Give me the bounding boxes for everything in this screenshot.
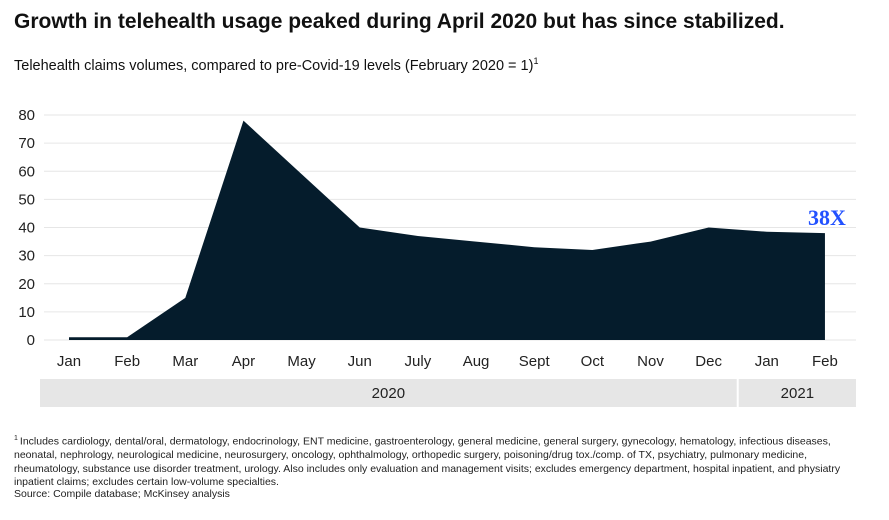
y-tick-label: 30 bbox=[18, 248, 35, 265]
x-tick-label: Nov bbox=[637, 353, 664, 370]
y-axis-ticks: 0 10 20 30 40 50 60 70 80 bbox=[18, 107, 35, 349]
year-band bbox=[738, 379, 856, 407]
x-tick-label: Apr bbox=[232, 353, 255, 370]
year-band bbox=[40, 379, 737, 407]
x-tick-label: Sept bbox=[519, 353, 551, 370]
telehealth-area bbox=[69, 120, 825, 340]
annotation-label: 38X bbox=[808, 205, 846, 230]
y-tick-label: 60 bbox=[18, 163, 35, 180]
subtitle-text: Telehealth claims volumes, compared to p… bbox=[14, 57, 534, 74]
chart-title: Growth in telehealth usage peaked during… bbox=[14, 10, 785, 33]
x-tick-label: May bbox=[287, 353, 316, 370]
footnote-mark: 1 bbox=[14, 435, 18, 442]
x-tick-label: Mar bbox=[172, 353, 198, 370]
y-tick-label: 10 bbox=[18, 304, 35, 321]
year-label: 2021 bbox=[781, 385, 814, 402]
year-bands: 2020 2021 bbox=[40, 379, 856, 407]
y-tick-label: 0 bbox=[27, 332, 35, 349]
source-note: Source: Compile database; McKinsey analy… bbox=[14, 488, 230, 500]
x-tick-label: Jan bbox=[755, 353, 779, 370]
x-tick-label: Oct bbox=[581, 353, 605, 370]
chart-subtitle: Telehealth claims volumes, compared to p… bbox=[14, 56, 538, 74]
y-tick-label: 40 bbox=[18, 220, 35, 237]
y-tick-label: 50 bbox=[18, 191, 35, 208]
x-tick-label: Jun bbox=[348, 353, 372, 370]
x-tick-label: Dec bbox=[695, 353, 722, 370]
y-tick-label: 80 bbox=[18, 107, 35, 124]
y-tick-label: 70 bbox=[18, 135, 35, 152]
x-tick-label: Feb bbox=[812, 353, 838, 370]
footnote: 1 Includes cardiology, dental/oral, derma… bbox=[14, 432, 874, 490]
x-axis-ticks: Jan Feb Mar Apr May Jun July Aug Sept Oct Nov Dec Ja… bbox=[57, 353, 838, 370]
area-chart: 0 10 20 30 40 50 60 70 80 38X Jan Feb Mar Apr May Jun… bbox=[18, 107, 856, 407]
x-tick-label: July bbox=[405, 353, 432, 370]
x-tick-label: Jan bbox=[57, 353, 81, 370]
subtitle-footnote-mark: 1 bbox=[533, 56, 539, 66]
year-label: 2020 bbox=[372, 385, 405, 402]
x-tick-label: Aug bbox=[463, 353, 490, 370]
y-tick-label: 20 bbox=[18, 276, 35, 293]
footnote-text: Includes cardiology, dental/oral, dermat… bbox=[14, 435, 841, 489]
x-tick-label: Feb bbox=[114, 353, 140, 370]
